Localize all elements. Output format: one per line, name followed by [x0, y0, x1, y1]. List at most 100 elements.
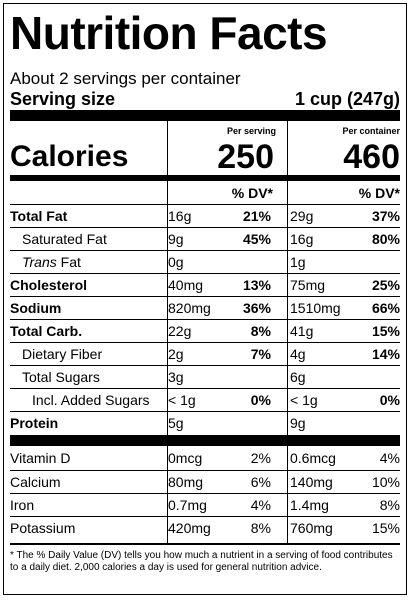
nutrient-name: Saturated Fat — [22, 231, 107, 247]
amount-serving: 22g — [168, 323, 192, 339]
amount-container: 1g — [290, 254, 306, 270]
amount-container: 4g — [290, 346, 306, 362]
nutrient-name: Total Carb. — [10, 323, 83, 339]
label-title: Nutrition Facts — [10, 7, 328, 59]
dv-container: 0% — [379, 392, 400, 408]
nutrient-name: Total Fat — [10, 208, 68, 224]
dv-serving: 8% — [250, 520, 271, 536]
vitamin-name: Calcium — [10, 474, 61, 490]
footnote-divider — [10, 543, 400, 545]
fat-word: Fat — [56, 254, 81, 270]
vitamin-name: Potassium — [10, 520, 76, 536]
medium-divider — [10, 175, 400, 181]
dv-container: 4% — [379, 450, 400, 466]
dv-serving: 8% — [250, 323, 271, 339]
thick-divider-middle — [10, 435, 400, 446]
nutrient-row-cholesterol: Cholesterol 40mg 13% 75mg 25% — [10, 273, 400, 296]
amount-container: 0.6mcg — [290, 450, 336, 466]
dv-serving: 0% — [250, 392, 271, 408]
amount-serving: 40mg — [168, 277, 204, 293]
amount-container: < 1g — [290, 392, 318, 408]
amount-serving: 2g — [168, 346, 184, 362]
calories-per-serving: 250 — [217, 138, 274, 176]
amount-container: 1510mg — [290, 300, 341, 316]
dv-container: 8% — [379, 497, 400, 513]
per-serving-header: Per serving — [226, 126, 276, 136]
nutrient-name: Total Sugars — [22, 369, 100, 385]
amount-serving: 420mg — [168, 520, 211, 536]
nutrient-row-total-fat: Total Fat 16g 21% 29g 37% — [10, 204, 400, 227]
column-divider-serving-vitamins — [167, 446, 168, 543]
amount-container: 1.4mg — [290, 497, 329, 513]
column-divider-container-vitamins — [287, 446, 288, 543]
nutrient-row-total-sugars: Total Sugars 3g 6g — [10, 365, 400, 388]
nutrient-row-total-carb: Total Carb. 22g 8% 41g 15% — [10, 319, 400, 342]
dv-serving: 45% — [242, 231, 271, 247]
nutrient-name: Incl. Added Sugars — [32, 392, 150, 408]
nutrient-row-sodium: Sodium 820mg 36% 1510mg 66% — [10, 296, 400, 319]
amount-serving: 0g — [168, 254, 184, 270]
dv-container: 15% — [371, 520, 400, 536]
nutrient-row-dietary-fiber: Dietary Fiber 2g 7% 4g 14% — [10, 342, 400, 365]
vitamin-name: Vitamin D — [10, 450, 71, 466]
serving-size-row: Serving size 1 cup (247g) — [10, 90, 400, 108]
amount-container: 16g — [290, 231, 314, 247]
amount-serving: 9g — [168, 231, 184, 247]
amount-container: 140mg — [290, 474, 333, 490]
per-container-header: Per container — [342, 126, 400, 136]
dv-container: 25% — [371, 277, 400, 293]
dv-container: 66% — [371, 300, 400, 316]
amount-serving: 80mg — [168, 474, 204, 490]
amount-serving: 5g — [168, 415, 184, 431]
serving-size-value: 1 cup (247g) — [294, 89, 400, 109]
nutrition-label: Nutrition Facts About 2 servings per con… — [3, 3, 407, 595]
amount-container: 29g — [290, 208, 314, 224]
amount-serving: < 1g — [168, 392, 196, 408]
dv-container: 80% — [371, 231, 400, 247]
nutrient-name: Sodium — [10, 300, 62, 316]
nutrient-name: Dietary Fiber — [22, 346, 103, 362]
amount-serving: 820mg — [168, 300, 211, 316]
nutrient-row-saturated-fat: Saturated Fat 9g 45% 16g 80% — [10, 227, 400, 250]
vitamin-row-calcium: Calcium 80mg 6% 140mg 10% — [10, 470, 400, 493]
amount-serving: 16g — [168, 208, 192, 224]
serving-size-label: Serving size — [10, 89, 116, 109]
nutrient-row-added-sugars: Incl. Added Sugars < 1g 0% < 1g 0% — [10, 388, 400, 411]
amount-container: 41g — [290, 323, 314, 339]
dv-serving: 2% — [250, 450, 271, 466]
dv-serving: 4% — [250, 497, 271, 513]
thick-divider-top — [10, 110, 400, 121]
dv-container: 37% — [371, 208, 400, 224]
amount-container: 9g — [290, 415, 306, 431]
daily-value-footnote: * The % Daily Value (DV) tells you how m… — [10, 550, 393, 573]
dv-serving: 13% — [242, 277, 271, 293]
calories-per-container: 460 — [343, 138, 400, 176]
trans-italic: Trans — [22, 254, 57, 270]
dv-serving: 6% — [250, 474, 271, 490]
column-divider-container — [287, 121, 288, 435]
vitamin-name: Iron — [10, 497, 35, 513]
amount-container: 75mg — [290, 277, 326, 293]
dv-container: 14% — [371, 346, 400, 362]
dv-container: 15% — [371, 323, 400, 339]
nutrient-row-protein: Protein 5g 9g — [10, 411, 400, 435]
nutrient-name: Trans Fat — [22, 255, 81, 269]
nutrient-name: Cholesterol — [10, 277, 88, 293]
nutrient-row-trans-fat: Trans Fat 0g 1g — [10, 250, 400, 273]
vitamin-row-potassium: Potassium 420mg 8% 760mg 15% — [10, 516, 400, 543]
servings-per-container: About 2 servings per container — [10, 69, 241, 88]
dv-serving: 21% — [242, 208, 271, 224]
amount-container: 760mg — [290, 520, 333, 536]
dv-header-container: % DV* — [358, 185, 400, 201]
nutrient-name: Protein — [10, 415, 59, 431]
dv-header-serving: % DV* — [231, 185, 273, 201]
column-divider-serving — [167, 121, 168, 435]
vitamin-row-vitamin-d: Vitamin D 0mcg 2% 0.6mcg 4% — [10, 447, 400, 470]
amount-serving: 3g — [168, 369, 184, 385]
calories-label: Calories — [10, 140, 129, 173]
amount-serving: 0.7mg — [168, 497, 207, 513]
dv-serving: 36% — [242, 300, 271, 316]
dv-container: 10% — [371, 474, 400, 490]
amount-container: 6g — [290, 369, 306, 385]
dv-serving: 7% — [250, 346, 271, 362]
